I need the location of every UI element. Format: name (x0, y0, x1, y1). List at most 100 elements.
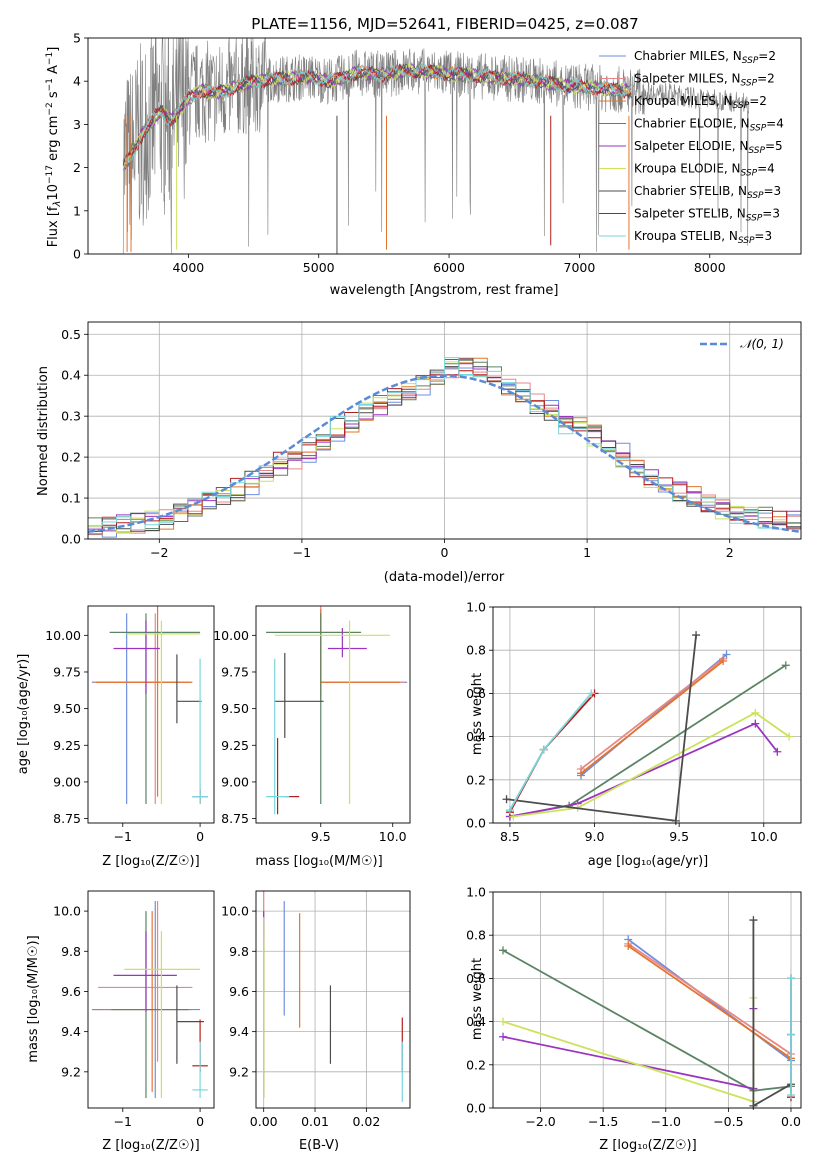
mw-z-y-tick-label: 0.4 (466, 1014, 486, 1029)
mw-age-y-tick-label: 0.4 (466, 729, 486, 744)
histogram-x-tick-label: −1 (293, 545, 311, 560)
mass-vs-z-panel: −1 0 9.2 9.4 9.6 9.8 10.0 (53, 890, 215, 1129)
mass-ebv-y-tick-label: 9.2 (229, 1064, 249, 1079)
mw-z-x-tick-label: −0.5 (713, 1114, 743, 1129)
mass-z-frame (87, 890, 215, 1109)
spectrum-panel: 4000 5000 6000 7000 8000 0 1 2 3 4 5 (73, 31, 802, 275)
mw-age-series-line (580, 658, 724, 770)
histogram-y-tick-label: 0.4 (61, 368, 81, 383)
histogram-y-label: Normed distribution (36, 366, 51, 496)
mw-z-y-tick-label: 1.0 (466, 885, 486, 900)
mass-weight-y-label-bottom: mass weight (470, 958, 485, 1040)
mw-z-y-tick-label: 0.8 (466, 928, 486, 943)
normal-distribution-curve (87, 374, 802, 534)
spectrum-y-tick-label: 1 (73, 203, 81, 218)
mass-z-y-tick-label: 10.0 (53, 904, 81, 919)
age-vs-mass-panel: 9.5 10.0 8.75 9.00 9.25 9.50 9.75 10.00 (213, 605, 411, 844)
normal-legend: 𝒩(0, 1) (700, 337, 784, 351)
histogram-y-tick-label: 0.2 (61, 450, 81, 465)
mass-vs-ebv-panel: 0.00 0.01 0.02 9.2 9.4 9.6 9.8 10.0 (221, 890, 411, 1129)
histogram-x-label: (data-model)/error (384, 570, 505, 585)
legend-label: Chabrier STELIB, NSSP=3 (634, 184, 781, 201)
legend-label: Kroupa ELODIE, NSSP=4 (634, 162, 775, 179)
z-x-label-top: Z [log₁₀(Z/Z☉)] (102, 854, 199, 869)
mw-age-y-tick-label: 1.0 (466, 600, 486, 615)
mass-ebv-y-tick-label: 9.8 (229, 944, 249, 959)
mass-weight-vs-age-panel: 8.5 9.0 9.5 10.0 0.0 0.2 0.4 0.6 0.8 1.0 (466, 600, 802, 844)
spectrum-y-tick-label: 5 (73, 31, 81, 46)
mass-z-x-tick-label: 0 (196, 1114, 204, 1129)
spectrum-legend: Chabrier MILES, NSSP=2 Salpeter MILES, NS… (599, 49, 784, 246)
age-y-label: age [log₁₀(age/yr)] (16, 654, 31, 775)
age-mass-y-tick-label: 9.25 (221, 738, 249, 753)
histogram-x-tick-label: −2 (150, 545, 168, 560)
mw-age-marker (577, 769, 585, 778)
spectrum-y-tick-label: 2 (73, 160, 81, 175)
mw-z-x-tick-label: −2.0 (525, 1114, 555, 1129)
mw-z-y-tick-label: 0.6 (466, 971, 486, 986)
age-mass-frame (255, 605, 411, 824)
spectrum-frame (87, 37, 802, 255)
mw-age-marker (539, 745, 548, 754)
mw-z-marker (749, 916, 758, 925)
spectrum-x-tick-label: 7000 (564, 260, 596, 275)
mw-z-y-tick-label: 0.2 (466, 1057, 486, 1072)
mw-age-marker (671, 816, 680, 825)
legend-label: Salpeter STELIB, NSSP=3 (634, 207, 780, 224)
age-z-x-tick-label: −1 (114, 829, 132, 844)
model-spectrum-line (122, 63, 632, 166)
mass-ebv-x-tick-label: 0.00 (250, 1114, 278, 1129)
mw-z-marker (624, 942, 633, 950)
mw-age-series-line (509, 722, 779, 818)
mw-age-x-tick-label: 8.5 (500, 829, 520, 844)
mw-age-marker (502, 795, 511, 804)
mw-z-x-tick-label: −1.0 (651, 1114, 681, 1129)
age-mass-x-tick-label: 9.5 (311, 829, 331, 844)
mass-weight-y-label-top: mass weight (470, 673, 485, 755)
mw-age-x-tick-label: 9.5 (669, 829, 689, 844)
spectrum-x-tick-label: 6000 (433, 260, 465, 275)
mw-age-series-line (580, 660, 724, 775)
mw-z-series-line (752, 920, 792, 1108)
spectrum-y-tick-label: 4 (73, 74, 81, 89)
age-mass-y-tick-label: 9.75 (221, 664, 249, 679)
age-z-y-tick-label: 9.75 (53, 664, 81, 679)
mw-age-marker (509, 812, 518, 821)
mw-z-series-line (627, 945, 792, 1060)
age-vs-z-panel: −1 0 8.75 9.00 9.25 9.50 9.75 10.00 (45, 605, 215, 844)
mass-ebv-y-tick-label: 9.4 (229, 1024, 249, 1039)
mw-age-y-tick-label: 0.0 (466, 816, 486, 831)
legend-label: Chabrier ELODIE, NSSP=4 (634, 117, 784, 134)
mw-z-series-line (502, 949, 792, 1092)
mw-age-y-tick-label: 0.8 (466, 643, 486, 658)
mass-x-label: mass [log₁₀(M/M☉)] (255, 854, 382, 869)
legend-label: Salpeter MILES, NSSP=2 (634, 72, 775, 89)
age-mass-y-tick-label: 8.75 (221, 811, 249, 826)
age-z-y-tick-label: 8.75 (53, 811, 81, 826)
histogram-x-tick-label: 1 (583, 545, 591, 560)
model-spectrum-line (122, 63, 632, 163)
mass-z-y-tick-label: 9.8 (61, 944, 81, 959)
mw-age-series-line (509, 692, 596, 813)
mw-z-marker (499, 946, 508, 955)
legend-label: Kroupa STELIB, NSSP=3 (634, 229, 772, 246)
mass-ebv-x-tick-label: 0.02 (352, 1114, 380, 1129)
mw-age-marker (751, 719, 760, 728)
z-x-label-bottom: Z [log₁₀(Z/Z☉)] (102, 1138, 199, 1153)
age-x-label: age [log₁₀(age/yr)] (588, 854, 709, 869)
age-z-y-tick-label: 9.50 (53, 701, 81, 716)
legend-label: Kroupa MILES, NSSP=2 (634, 94, 767, 111)
mw-z-marker (499, 1032, 508, 1041)
age-z-y-tick-label: 10.00 (45, 628, 81, 643)
legend-label: Chabrier MILES, NSSP=2 (634, 49, 776, 66)
mw-age-marker (719, 657, 728, 665)
mw-age-y-tick-label: 0.2 (466, 772, 486, 787)
histogram-y-tick-label: 0.5 (61, 327, 81, 342)
histogram-y-tick-label: 0.0 (61, 532, 81, 547)
age-z-y-tick-label: 9.25 (53, 738, 81, 753)
mw-z-series-line (627, 943, 792, 1055)
age-mass-y-tick-label: 10.00 (213, 628, 249, 643)
mw-age-marker (781, 661, 790, 670)
mw-age-x-tick-label: 9.0 (585, 829, 605, 844)
